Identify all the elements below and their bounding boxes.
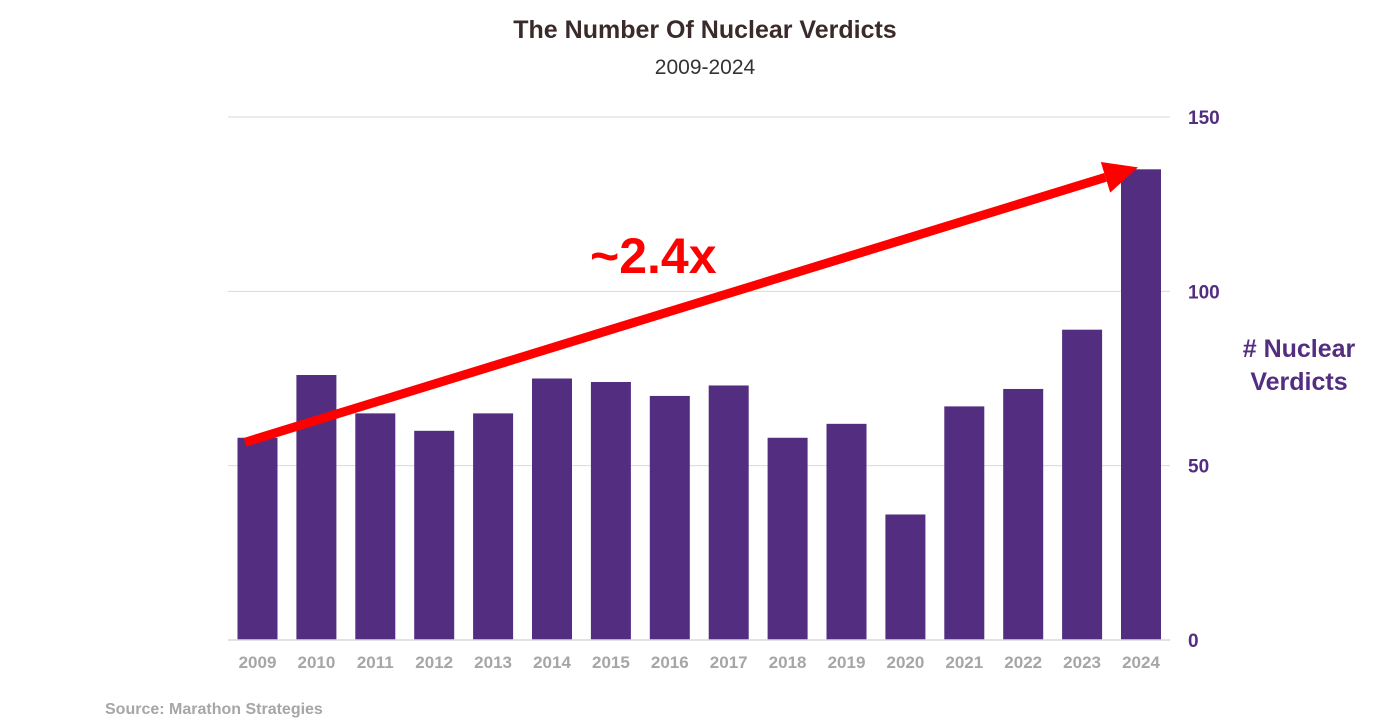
bar-2009 <box>237 437 278 640</box>
chart-subtitle: 2009-2024 <box>654 56 756 79</box>
x-tick-label: 2012 <box>415 653 453 672</box>
bar-2019 <box>826 423 867 640</box>
bar-2022 <box>1003 388 1044 640</box>
bar-2018 <box>767 437 808 640</box>
y-axis-title: Verdicts <box>1250 368 1347 396</box>
y-tick-label: 0 <box>1188 631 1199 652</box>
growth-annotation: ~2.4x <box>243 162 1138 447</box>
bar-2014 <box>532 378 572 640</box>
bar-2023 <box>1062 329 1103 640</box>
source-note: Source: Marathon Strategies <box>105 701 323 718</box>
axes: 0 50 100 150 2009 2010 2011 2012 2013 2014 2015 201… <box>228 108 1356 672</box>
bar-2015 <box>590 381 631 640</box>
x-tick-label: 2014 <box>533 653 571 672</box>
x-tick-label: 2016 <box>651 653 689 672</box>
x-tick-label: 2018 <box>769 653 807 672</box>
x-tick-label: 2013 <box>474 653 512 672</box>
x-tick-label: 2023 <box>1063 653 1101 672</box>
bar-2024 <box>1121 169 1161 641</box>
x-tick-label: 2019 <box>828 653 866 672</box>
chart-title: The Number Of Nuclear Verdicts <box>513 16 897 44</box>
growth-arrow-head <box>1100 162 1138 193</box>
x-tick-label: 2009 <box>239 653 277 672</box>
bar-2016 <box>649 395 690 640</box>
y-axis-title: # Nuclear <box>1243 335 1356 363</box>
x-tick-label: 2015 <box>592 653 630 672</box>
bar-chart: 0 50 100 150 2009 2010 2011 2012 2013 2014 2015 201… <box>228 108 1356 672</box>
bar-2013 <box>473 413 514 640</box>
bar-2011 <box>355 413 396 640</box>
bar-2021 <box>944 406 985 640</box>
x-tick-label: 2021 <box>945 653 983 672</box>
bar-2012 <box>414 430 455 640</box>
x-tick-label: 2024 <box>1122 653 1160 672</box>
x-tick-label: 2020 <box>886 653 924 672</box>
bar-2020 <box>885 514 926 640</box>
x-tick-label: 2022 <box>1004 653 1042 672</box>
y-tick-label: 150 <box>1188 108 1220 129</box>
growth-arrow-shaft <box>243 173 1107 447</box>
growth-multiplier-label: ~2.4x <box>590 228 717 284</box>
y-tick-label: 100 <box>1188 282 1220 303</box>
bar-2017 <box>708 385 749 640</box>
x-tick-label: 2011 <box>357 653 394 672</box>
x-tick-label: 2017 <box>710 653 748 672</box>
x-tick-label: 2010 <box>297 653 335 672</box>
y-tick-label: 50 <box>1188 457 1209 478</box>
